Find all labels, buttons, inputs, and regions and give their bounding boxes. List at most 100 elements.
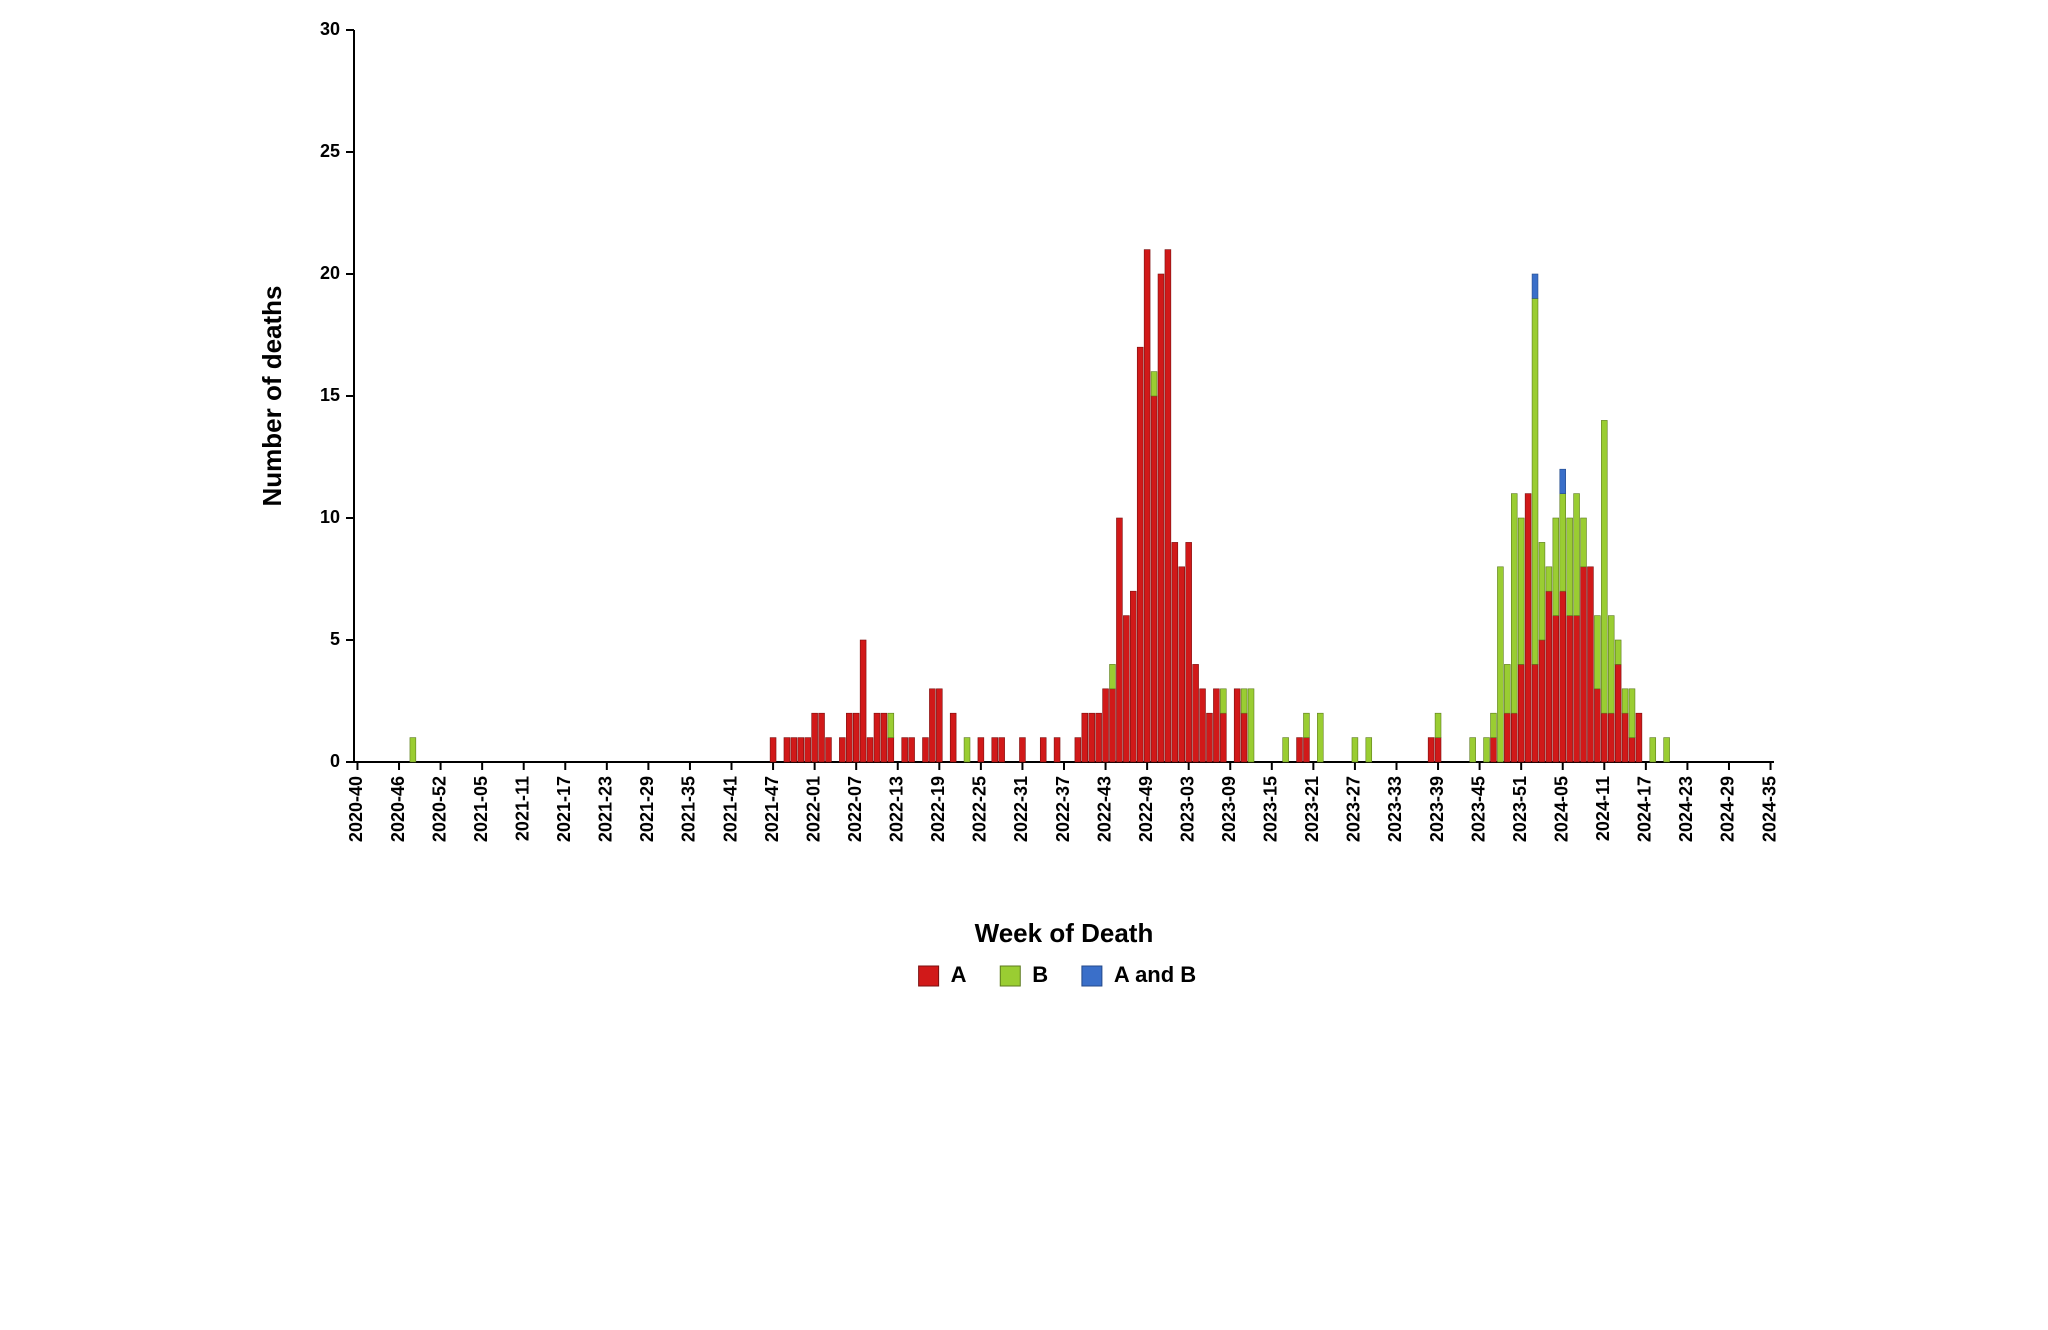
x-tick-label: 2022-07 [845,776,865,842]
bar-segment [1574,494,1580,616]
x-tick-label: 2022-01 [803,776,823,842]
x-tick-label: 2023-09 [1219,776,1239,842]
bar-segment [888,713,894,737]
bar-segment [999,738,1005,762]
bar-segment [1137,347,1143,762]
y-tick-label: 25 [320,141,340,161]
bar-segment [819,713,825,762]
bar-segment [1629,689,1635,738]
bar-segment [1601,420,1607,713]
x-tick-label: 2021-29 [637,776,657,842]
legend-swatch [1000,966,1020,986]
bar-segment [839,738,845,762]
bar-segment [826,738,832,762]
bar-segment [1567,616,1573,762]
bar-segment [1532,298,1538,664]
bar-segment [1601,713,1607,762]
x-axis-title: Week of Death [975,918,1154,948]
x-tick-label: 2023-51 [1510,776,1530,842]
bar-segment [1082,713,1088,762]
bar-segment [1546,567,1552,591]
bar-segment [846,713,852,762]
bar-segment [964,738,970,762]
bar-segment [1525,494,1531,762]
bar-segment [1123,616,1129,762]
x-tick-label: 2021-11 [512,776,532,841]
bar-segment [1581,567,1587,762]
bar-segment [992,738,998,762]
bar-segment [1622,689,1628,713]
bar-segment [1650,738,1656,762]
bar-segment [881,713,887,762]
bar-segment [1366,738,1372,762]
x-tick-label: 2022-13 [887,776,907,842]
bar-segment [1220,689,1226,713]
bar-segment [867,738,873,762]
bar-segment [1075,738,1081,762]
bar-segment [1636,713,1642,762]
bar-segment [1574,616,1580,762]
bar-segment [1532,274,1538,298]
bar-segment [978,738,984,762]
bar-segment [1130,591,1136,762]
deaths-by-week-chart: 0510152025302020-402020-462020-522021-05… [244,0,1804,1012]
bar-segment [784,738,790,762]
bar-segment [1297,738,1303,762]
bar-segment [1110,664,1116,688]
bar-segment [1172,542,1178,762]
bar-segment [1504,713,1510,762]
bar-segment [1054,738,1060,762]
x-tick-label: 2020-52 [429,776,449,842]
bar-segment [1303,713,1309,737]
bar-segment [1581,518,1587,567]
x-tick-label: 2022-19 [928,776,948,842]
bar-segment [909,738,915,762]
bar-segment [1317,713,1323,762]
bar-segment [860,640,866,762]
bar-segment [1303,738,1309,762]
legend-label: B [1032,962,1048,987]
x-tick-label: 2023-45 [1468,776,1488,842]
y-axis-title: Number of deaths [257,285,287,506]
bar-segment [1283,738,1289,762]
x-tick-label: 2023-27 [1344,776,1364,842]
bar-segment [1608,713,1614,762]
bar-segment [1089,713,1095,762]
y-tick-label: 30 [320,19,340,39]
bar-segment [1491,738,1497,762]
bar-segment [812,713,818,762]
x-tick-label: 2023-15 [1261,776,1281,842]
bar-segment [902,738,908,762]
bar-segment [1040,738,1046,762]
bar-segment [1664,738,1670,762]
bar-segment [1511,494,1517,714]
x-tick-label: 2022-25 [970,776,990,842]
bar-segment [1622,713,1628,762]
bar-segment [1546,591,1552,762]
y-tick-label: 10 [320,507,340,527]
bar-segment [929,689,935,762]
bar-segment [1019,738,1025,762]
x-tick-label: 2021-17 [554,776,574,842]
bar-segment [1151,372,1157,396]
bar-segment [1608,616,1614,714]
x-tick-label: 2024-29 [1718,776,1738,842]
legend-label: A and B [1114,962,1196,987]
bar-segment [1248,689,1254,762]
x-tick-label: 2022-43 [1094,776,1114,842]
bar-segment [1567,518,1573,616]
x-tick-label: 2021-05 [471,776,491,842]
x-tick-label: 2021-41 [720,776,740,842]
bar-segment [1615,640,1621,664]
y-tick-label: 5 [330,629,340,649]
legend-label: A [951,962,967,987]
bar-segment [874,713,880,762]
bar-segment [1518,518,1524,664]
bar-segment [805,738,811,762]
y-tick-label: 15 [320,385,340,405]
bar-segment [1241,713,1247,762]
bar-segment [1165,250,1171,762]
bar-segment [1560,494,1566,592]
bar-segment [798,738,804,762]
x-tick-label: 2020-46 [388,776,408,842]
